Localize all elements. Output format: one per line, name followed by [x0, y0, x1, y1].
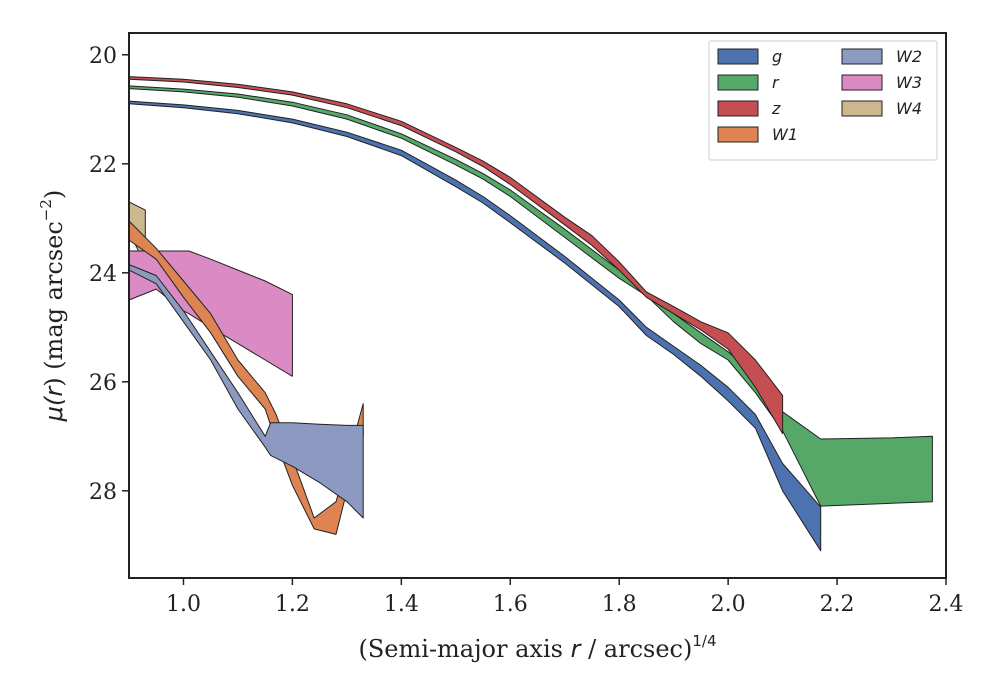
legend-label-g: g: [772, 47, 782, 66]
legend-label-w2: W2: [896, 47, 922, 66]
band-r: [128, 85, 933, 507]
x-axis-label-main: (Semi-major axis: [359, 635, 571, 663]
x-axis-label-var: r: [571, 635, 583, 663]
band-w2: [128, 264, 364, 519]
legend-box: [708, 40, 938, 161]
y-tick-label: 20: [89, 44, 117, 69]
x-tick-label: 2.0: [711, 592, 746, 617]
legend-swatch-w1: [717, 126, 759, 143]
x-tick-label: 1.6: [493, 592, 528, 617]
y-tick-label: 24: [89, 262, 117, 287]
x-axis-label-unit: / arcsec): [580, 635, 692, 663]
y-axis-label-var: r: [40, 385, 68, 397]
y-tick-label: 26: [89, 371, 117, 396]
legend-swatch-g: [717, 48, 759, 65]
legend-label-r: r: [772, 73, 780, 92]
y-axis-label-exponent: −2: [37, 199, 55, 221]
y-tick-label: 28: [89, 480, 117, 505]
x-axis-ticks: 1.0 1.2 1.4 1.6 1.8 2.0 2.2 2.4: [166, 578, 964, 617]
legend-label-w4: W4: [896, 99, 922, 118]
band-g: [128, 100, 822, 552]
legend-swatch-r: [717, 74, 759, 91]
x-tick-label: 2.2: [820, 592, 855, 617]
y-axis-label-close: ): [40, 190, 68, 199]
x-tick-label: 1.8: [602, 592, 637, 617]
y-axis-ticks: 20 22 24 26 28: [89, 44, 129, 505]
legend-swatch-w2: [841, 48, 883, 65]
y-axis-label-unit: ) (mag arcsec: [40, 221, 68, 387]
legend-swatch-w4: [841, 100, 883, 117]
x-tick-label: 1.4: [384, 592, 419, 617]
y-axis-label-main: μ(: [40, 395, 68, 422]
legend-label-w1: W1: [772, 125, 798, 144]
legend-label-z: z: [771, 99, 781, 118]
legend-swatch-w3: [841, 74, 883, 91]
x-axis-label-exponent: 1/4: [692, 632, 716, 650]
y-tick-label: 22: [89, 153, 117, 178]
x-tick-label: 2.4: [929, 592, 964, 617]
x-tick-label: 1.0: [166, 592, 201, 617]
plot-frame: [128, 32, 947, 579]
x-tick-label: 1.2: [275, 592, 310, 617]
legend-swatch-z: [717, 100, 759, 117]
legend-label-w3: W3: [896, 73, 922, 92]
y-axis-label: μ(r) (mag arcsec−2): [37, 190, 68, 423]
band-layer: [128, 76, 933, 552]
x-axis-label: (Semi-major axis r / arcsec)1/4: [359, 632, 717, 663]
legend: grz W1 W2 W3 W4: [708, 40, 938, 161]
band-z: [128, 76, 784, 435]
